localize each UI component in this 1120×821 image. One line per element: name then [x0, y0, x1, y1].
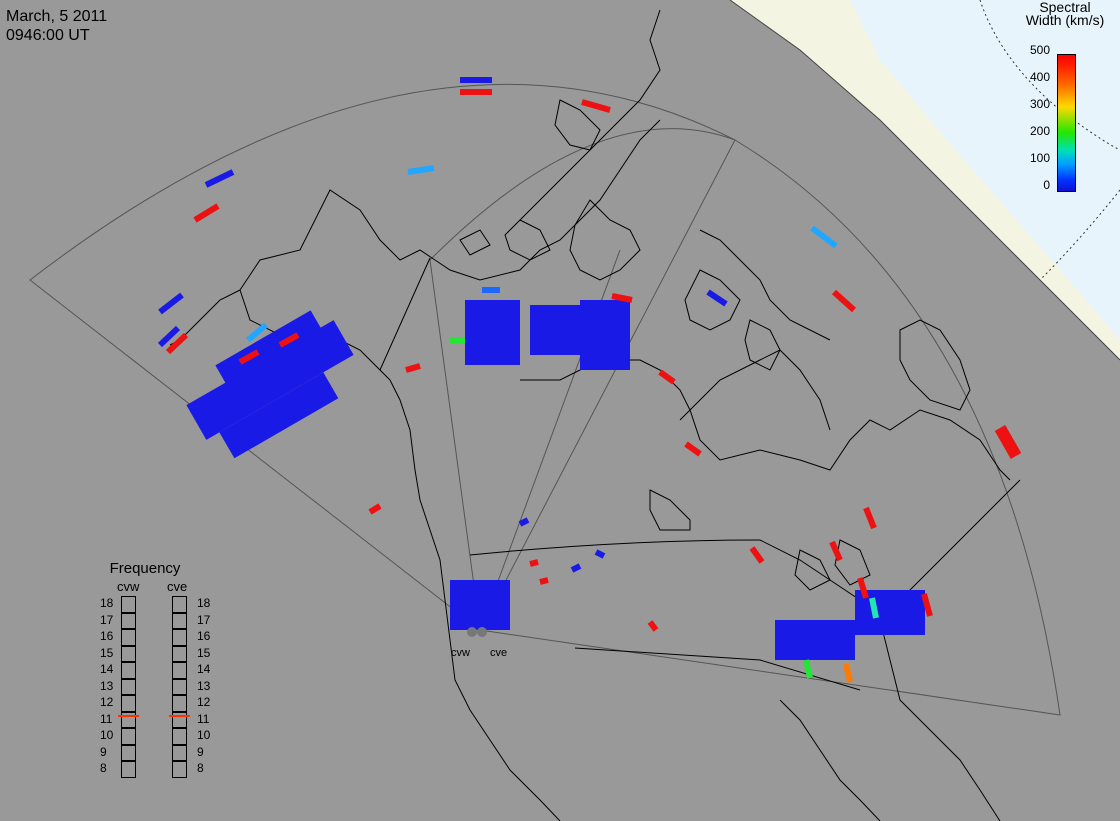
frequency-cell-cve — [172, 645, 187, 662]
frequency-cell-cve — [172, 744, 187, 761]
colorbar-title-line2: Width (km/s) — [1025, 12, 1105, 28]
frequency-tick-right: 14 — [197, 662, 211, 676]
frequency-tick-right: 12 — [197, 695, 211, 709]
frequency-cell-cvw — [121, 596, 136, 613]
cvw-radar-site — [467, 627, 477, 637]
cvw-fov-outline — [29, 83, 736, 631]
spectral-width-colorbar — [1057, 54, 1076, 192]
frequency-cell-cvw — [121, 662, 136, 679]
frequency-marker-cvw — [118, 714, 139, 717]
frequency-cell-cve — [172, 629, 187, 646]
frequency-cell-cvw — [121, 629, 136, 646]
frequency-tick-right: 18 — [197, 596, 211, 610]
frequency-title: Frequency — [109, 560, 181, 577]
colorbar-tick-500: 500 — [1029, 43, 1050, 57]
frequency-tick-left: 14 — [100, 662, 114, 676]
colorbar-tick-200: 200 — [1029, 124, 1050, 138]
terminator-line — [729, 0, 1120, 361]
frequency-cell-cve — [172, 596, 187, 613]
colorbar-tick-0: 0 — [1043, 178, 1050, 192]
frequency-cell-cvw — [121, 728, 136, 745]
latitude-circle-dotted — [979, 0, 1120, 151]
station-label-cve: cve — [490, 647, 508, 659]
frequency-tick-left: 12 — [100, 695, 114, 709]
frequency-tick-left: 16 — [100, 629, 114, 643]
frequency-tick-left: 15 — [100, 645, 114, 660]
header-time: 0946:00 UT — [6, 27, 90, 44]
frequency-tick-right: 15 — [197, 645, 211, 660]
frequency-tick-left: 18 — [100, 596, 114, 610]
frequency-cell-cvw — [121, 612, 136, 629]
frequency-cell-cvw — [121, 695, 136, 712]
frequency-tick-right: 17 — [197, 612, 211, 627]
frequency-cell-cve — [172, 761, 187, 778]
station-label-cvw: cvw — [451, 647, 470, 659]
frequency-tick-left: 17 — [100, 612, 114, 627]
frequency-tick-right: 10 — [197, 728, 211, 742]
frequency-cell-cve — [172, 662, 187, 679]
colorbar-tick-100: 100 — [1029, 151, 1050, 165]
cve-fov-outline — [429, 128, 1061, 716]
frequency-tick-left: 10 — [100, 728, 114, 742]
radar-echo-dashes — [157, 77, 1022, 683]
frequency-tick-right: 8 — [197, 761, 204, 775]
frequency-tick-right: 16 — [197, 629, 211, 643]
frequency-cell-cvw — [121, 761, 136, 778]
frequency-cell-cvw — [121, 645, 136, 662]
frequency-radar-right-label: cve — [167, 579, 188, 594]
frequency-tick-right: 13 — [197, 678, 211, 693]
frequency-tick-right: 9 — [197, 744, 204, 759]
frequency-cell-cve — [172, 678, 187, 695]
polar-cap-region — [850, 0, 1120, 340]
frequency-radar-left-label: cvw — [117, 579, 140, 594]
frequency-cell-cve — [172, 695, 187, 712]
frequency-tick-left: 13 — [100, 678, 114, 693]
frequency-cell-cvw — [121, 678, 136, 695]
radar-echo-patches — [186, 310, 354, 459]
colorbar-title-line1: Spectral — [1039, 0, 1091, 15]
radar-echo-patches-2 — [450, 300, 925, 660]
frequency-marker-cve — [169, 714, 190, 717]
frequency-cell-cve — [172, 612, 187, 629]
political-boundaries — [379, 257, 861, 691]
colorbar-tick-400: 400 — [1029, 70, 1050, 84]
frequency-cell-cvw — [121, 744, 136, 761]
frequency-cell-cve — [172, 728, 187, 745]
cve-radar-site — [477, 627, 487, 637]
frequency-cell-cvw — [121, 711, 136, 728]
frequency-tick-right: 11 — [197, 711, 210, 726]
colorbar-tick-300: 300 — [1029, 97, 1050, 111]
coastlines — [169, 9, 1021, 821]
header-date: March, 5 2011 — [6, 8, 108, 25]
frequency-tick-left: 8 — [100, 761, 107, 775]
frequency-tick-left: 11 — [100, 711, 113, 726]
frequency-tick-left: 9 — [100, 744, 107, 759]
frequency-cell-cve — [172, 711, 187, 728]
